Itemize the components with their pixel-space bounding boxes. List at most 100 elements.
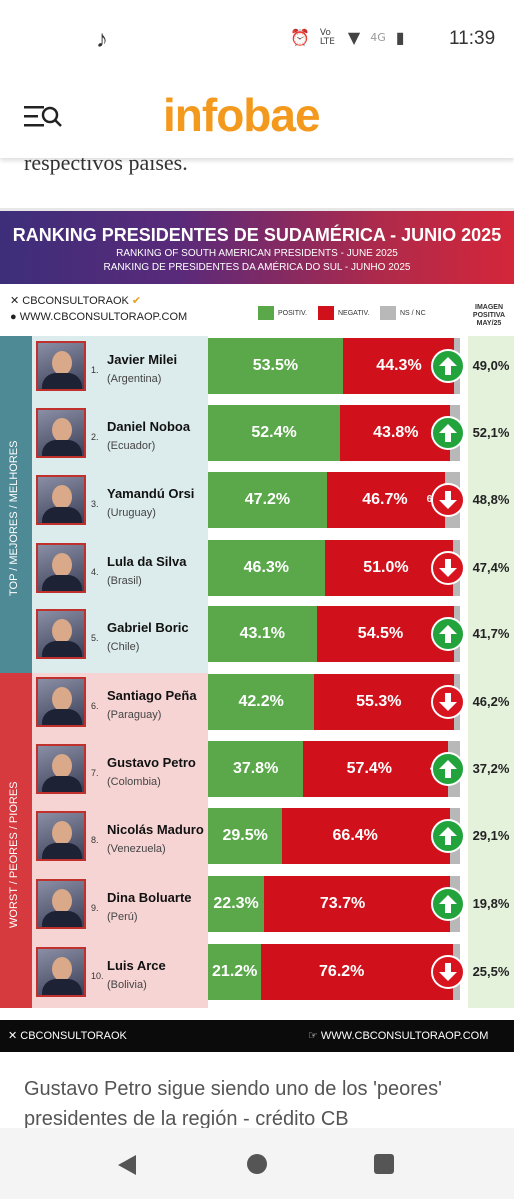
negative-bar: 76.2% — [261, 944, 454, 1000]
rank-number: 8. — [91, 835, 99, 845]
may-image-value: 29,1% — [472, 828, 510, 843]
arrow-down-icon — [431, 551, 465, 585]
arrow-up-icon — [431, 887, 465, 921]
ranking-row: 10.Luis Arce (Bolivia) 21.2%76.2%2.6 25,5% — [32, 944, 514, 1000]
infographic-subtitle-pt: RANKING DE PRESIDENTES DA AMÉRICA DO SUL… — [103, 262, 411, 273]
infographic-header: RANKING PRESIDENTES DE SUDAMÉRICA - JUNI… — [0, 208, 514, 284]
may-image-value: 49,0% — [472, 358, 510, 373]
android-nav-bar — [0, 1128, 514, 1199]
side-band-worst: WORST / PEORES / PIORES — [0, 673, 32, 1008]
positive-bar: 37.8% — [208, 741, 304, 797]
president-photo — [36, 879, 86, 929]
president-photo — [36, 543, 86, 593]
arrow-up-icon — [431, 416, 465, 450]
approval-bar: 47.2%46.7%6.1 — [208, 472, 460, 528]
negative-bar: 57.4% — [303, 741, 448, 797]
ranking-row: 6. Santiago Peña (Paraguay) 42.2%55.3%2.5 46… — [32, 674, 514, 730]
infographic-title: RANKING PRESIDENTES DE SUDAMÉRICA - JUNI… — [12, 225, 502, 245]
negative-bar: 46.7% — [326, 472, 445, 528]
wifi-icon: ▼ — [347, 28, 361, 47]
verified-icon: ✔ — [131, 295, 142, 307]
positive-bar: 53.5% — [208, 338, 343, 394]
ranking-row: 2. Daniel Noboa (Ecuador) 52.4%43.8%3.8 52,1… — [32, 405, 514, 461]
may-image-value: 25,5% — [472, 964, 510, 979]
ranking-row: 9. Dina Boluarte (Perú) 22.3%73.7%4.0 19,8% — [32, 876, 514, 932]
x-logo-icon: ✕ — [10, 295, 23, 307]
ranking-row: 5. Gabriel Boric (Chile) 43.1%54.5%2.4 41,7% — [32, 606, 514, 662]
ranking-row: 1. Javier Milei (Argentina) 53.5%44.3%2.2 49… — [32, 338, 514, 394]
home-icon[interactable] — [247, 1154, 267, 1174]
president-photo — [36, 744, 86, 794]
president-photo — [36, 408, 86, 458]
positive-bar: 47.2% — [208, 472, 327, 528]
image-positive-header: IMAGEN POSITIVA MAY/25 — [472, 304, 506, 327]
recents-icon[interactable] — [374, 1154, 394, 1174]
globe-icon: ● — [10, 311, 20, 323]
footer-handle: ✕ CBCONSULTORAOK — [8, 1030, 127, 1042]
legend-ns: NS / NC — [380, 306, 426, 320]
positive-bar: 29.5% — [208, 808, 283, 864]
approval-bar: 52.4%43.8%3.8 — [208, 405, 460, 461]
legend-swatch-ns — [380, 306, 396, 320]
battery-icon: ▮ — [395, 28, 405, 47]
alarm-icon: ⏰ — [290, 28, 310, 47]
may-image-value: 52,1% — [472, 425, 510, 440]
ranking-infographic[interactable]: RANKING PRESIDENTES DE SUDAMÉRICA - JUNI… — [0, 208, 514, 1056]
president-country: (Argentina) — [107, 373, 162, 385]
positive-bar: 21.2% — [208, 944, 262, 1000]
rank-number: 5. — [91, 633, 99, 643]
president-country: (Ecuador) — [107, 440, 156, 452]
negative-bar: 73.7% — [264, 876, 450, 932]
ranking-row: 4. Lula da Silva (Brasil) 46.3%51.0%2.7 47,4… — [32, 540, 514, 596]
volte-indicator: Vo LTE — [319, 27, 335, 47]
x-logo-icon: ✕ — [8, 1030, 21, 1042]
arrow-down-icon — [431, 955, 465, 989]
may-image-value: 48,8% — [472, 492, 510, 507]
image-caption: Gustavo Petro sigue siendo uno de los 'p… — [24, 1078, 442, 1130]
president-name: Daniel Noboa — [107, 419, 191, 434]
brand-site: ● WWW.CBCONSULTORAOP.COM — [10, 311, 188, 323]
negative-bar: 55.3% — [314, 674, 454, 730]
approval-bar: 43.1%54.5%2.4 — [208, 606, 460, 662]
rank-number: 4. — [91, 567, 99, 577]
approval-bar: 37.8%57.4%4.8 — [208, 741, 460, 797]
president-name: Gabriel Boric — [107, 620, 189, 635]
legend-swatch-negative — [318, 306, 334, 320]
president-photo — [36, 609, 86, 659]
may-image-value: 37,2% — [472, 761, 510, 776]
rank-number: 6. — [91, 701, 99, 711]
footer-site: ☞ WWW.CBCONSULTORAOP.COM — [308, 1030, 489, 1042]
image-positive-column — [468, 336, 514, 1008]
tiktok-notification-icon: ♪ — [96, 26, 108, 53]
president-name: Javier Milei — [107, 352, 178, 367]
may-image-value: 41,7% — [472, 626, 510, 641]
positive-bar: 43.1% — [208, 606, 317, 662]
president-photo — [36, 341, 86, 391]
may-image-value: 46,2% — [472, 694, 510, 709]
president-photo — [36, 677, 86, 727]
brand-handle: ✕ CBCONSULTORAOK ✔ — [10, 295, 142, 307]
president-name: Dina Boluarte — [107, 890, 192, 905]
president-photo — [36, 811, 86, 861]
pointer-icon: ☞ — [308, 1030, 321, 1042]
back-icon[interactable] — [116, 1154, 138, 1176]
rank-number: 10. — [91, 971, 104, 981]
menu-search-icon[interactable] — [24, 102, 62, 132]
positive-bar: 22.3% — [208, 876, 265, 932]
infobae-logo[interactable]: infobae — [163, 89, 321, 141]
arrow-down-icon — [431, 483, 465, 517]
arrow-up-icon — [431, 752, 465, 786]
president-name: Santiago Peña — [107, 688, 197, 703]
legend-negative: NEGATIV. — [318, 306, 370, 320]
president-country: (Colombia) — [107, 776, 161, 788]
ranking-row: 8. Nicolás Maduro (Venezuela) 29.5%66.4%4.1… — [32, 808, 514, 864]
arrow-up-icon — [431, 617, 465, 651]
arrow-up-icon — [431, 819, 465, 853]
arrow-up-icon — [431, 349, 465, 383]
network-indicator: 4G — [370, 31, 386, 44]
infographic-footer: ✕ CBCONSULTORAOK ☞ WWW.CBCONSULTORAOP.CO… — [0, 1020, 514, 1052]
arrow-down-icon — [431, 685, 465, 719]
rank-number: 7. — [91, 768, 99, 778]
president-country: (Chile) — [107, 641, 140, 653]
rank-number: 3. — [91, 499, 99, 509]
